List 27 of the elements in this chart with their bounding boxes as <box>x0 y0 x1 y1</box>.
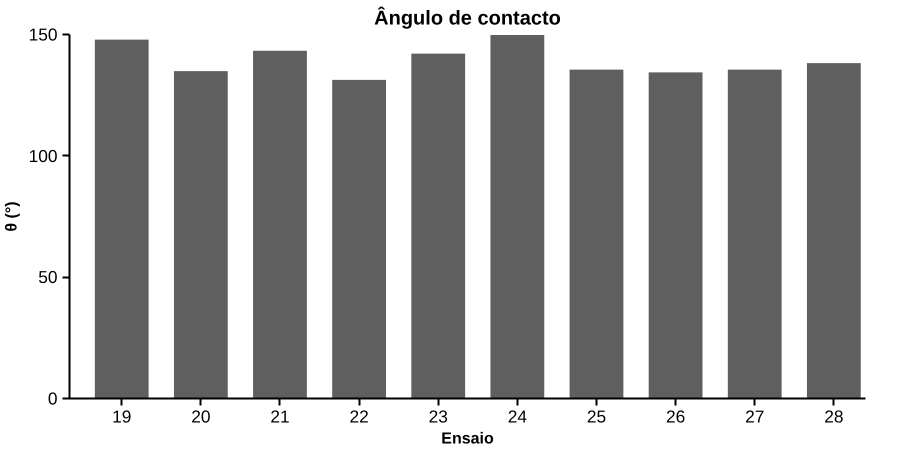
bar <box>490 34 544 398</box>
bar <box>411 54 466 398</box>
bar <box>728 70 782 398</box>
y-tick-label: 50 <box>38 267 58 288</box>
chart-title: Ângulo de contacto <box>374 6 561 30</box>
x-tick-label: 25 <box>586 406 606 426</box>
x-tick-label: 27 <box>745 406 764 426</box>
x-tick-label: 26 <box>666 406 686 426</box>
y-axis-title: θ (°) <box>4 201 21 232</box>
x-axis-title: Ensaio <box>441 430 494 448</box>
bar <box>648 72 702 398</box>
bar <box>174 71 228 398</box>
bar <box>806 63 861 398</box>
bar <box>94 40 149 398</box>
x-tick-label: 22 <box>349 406 369 426</box>
x-tick-label: 21 <box>270 406 290 426</box>
x-tick-label: 20 <box>191 406 210 426</box>
x-tick-label: 24 <box>508 406 528 426</box>
bar <box>253 50 307 398</box>
bar <box>332 80 386 398</box>
x-tick-label: 23 <box>428 406 448 426</box>
y-tick-label: 150 <box>28 24 58 44</box>
y-tick-label: 0 <box>48 388 58 408</box>
bar <box>570 70 624 398</box>
x-tick-label: 28 <box>824 406 844 426</box>
y-tick-label: 100 <box>28 146 58 166</box>
x-tick-label: 19 <box>112 406 132 426</box>
